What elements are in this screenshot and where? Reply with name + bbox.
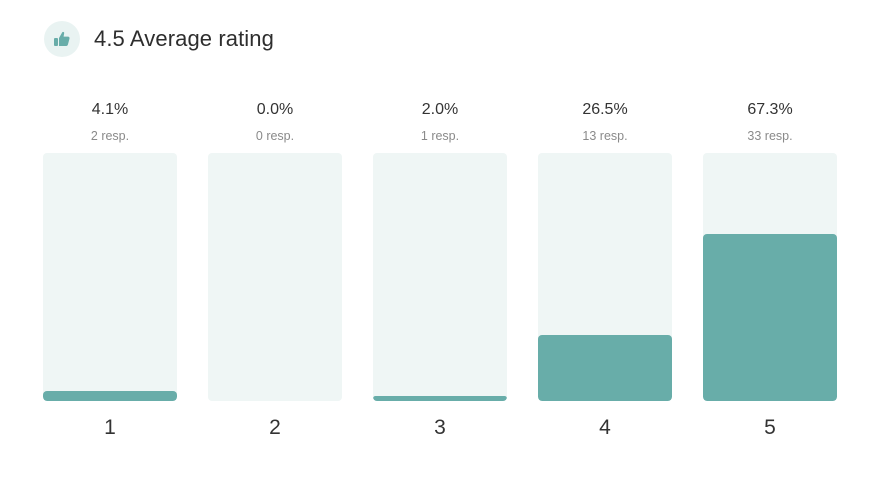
bar bbox=[43, 391, 177, 401]
response-count-label: 33 resp. bbox=[747, 129, 793, 143]
category-label: 5 bbox=[764, 416, 776, 439]
thumbs-up-icon bbox=[44, 21, 80, 57]
percent-label: 0.0% bbox=[256, 101, 294, 118]
percent-label: 26.5% bbox=[582, 101, 628, 118]
bar-track bbox=[373, 153, 507, 401]
category-label: 4 bbox=[599, 416, 611, 439]
bar bbox=[703, 234, 837, 401]
percent-label: 4.1% bbox=[91, 101, 129, 118]
response-count-label: 13 resp. bbox=[582, 129, 628, 143]
response-count-label: 0 resp. bbox=[255, 129, 295, 143]
bar-track bbox=[538, 153, 672, 401]
category-label: 3 bbox=[434, 416, 446, 439]
response-count-label: 2 resp. bbox=[90, 129, 130, 143]
bar-track bbox=[208, 153, 342, 401]
bar-track bbox=[43, 153, 177, 401]
rating-header: 4.5 Average rating bbox=[44, 21, 274, 57]
average-rating-title: 4.5 Average rating bbox=[94, 26, 274, 51]
bar bbox=[538, 335, 672, 401]
response-count-label: 1 resp. bbox=[420, 129, 460, 143]
bar bbox=[373, 396, 507, 401]
category-label: 1 bbox=[104, 416, 116, 439]
bar-track bbox=[703, 153, 837, 401]
percent-label: 67.3% bbox=[747, 101, 793, 118]
category-label: 2 bbox=[269, 416, 281, 439]
percent-label: 2.0% bbox=[421, 101, 459, 118]
